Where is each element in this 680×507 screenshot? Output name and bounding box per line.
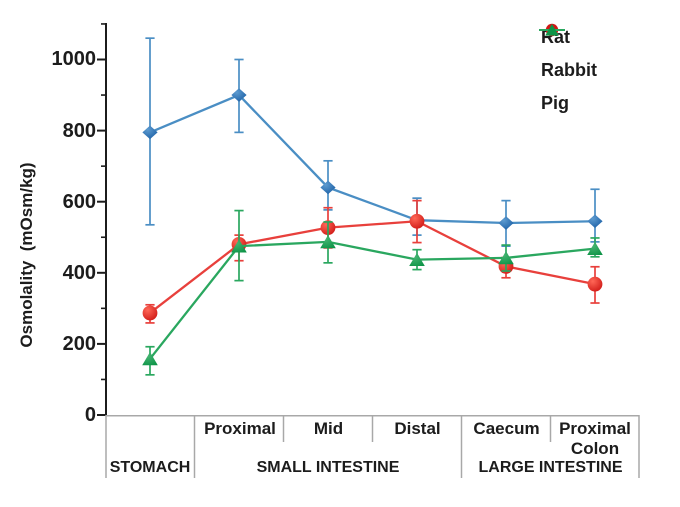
- y-tick-label: 0: [84, 404, 96, 426]
- x-label-caecum: Caecum: [473, 419, 540, 438]
- x-label-proximal-colon: Proximal Colon: [559, 419, 631, 458]
- region-label-small-intestine: SMALL INTESTINE: [256, 459, 400, 476]
- pig-series-icon: [539, 24, 565, 36]
- chart-legend: Rat Rabbit Pig: [538, 21, 597, 120]
- legend-label-pig: Pig: [541, 93, 570, 113]
- y-axis-title: Osmolality (mOsm/kg): [17, 162, 36, 348]
- x-label-proximal: Proximal: [204, 419, 276, 438]
- y-tick-label: 600: [62, 191, 96, 213]
- y-tick-label: 200: [62, 333, 96, 355]
- y-tick-label: 1000: [51, 48, 97, 70]
- legend-label-rabbit: Rabbit: [541, 60, 597, 80]
- x-label-distal: Distal: [394, 419, 441, 438]
- y-tick-label: 800: [62, 120, 96, 142]
- x-label-mid: Mid: [313, 419, 344, 438]
- region-label-large-intestine: LARGE INTESTINE: [478, 459, 623, 476]
- y-tick-label: 400: [62, 262, 96, 284]
- region-label-stomach: STOMACH: [109, 459, 191, 476]
- legend-item-rabbit: Rabbit: [538, 23, 597, 87]
- legend-item-pig: Pig: [538, 24, 597, 120]
